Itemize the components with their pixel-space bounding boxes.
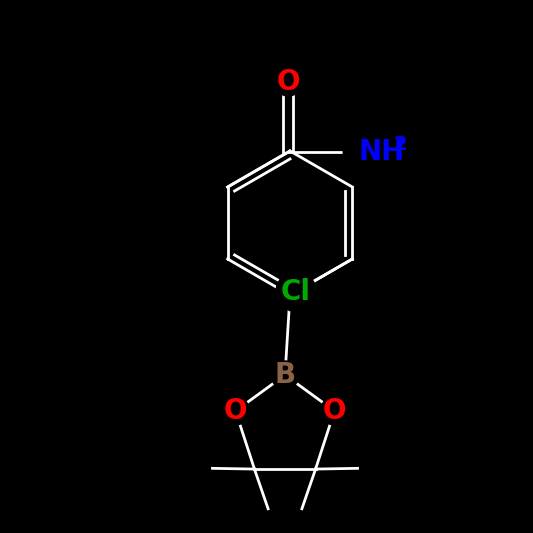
- Text: O: O: [277, 68, 300, 96]
- Circle shape: [276, 271, 316, 311]
- Text: O: O: [322, 397, 346, 425]
- Text: 2: 2: [393, 134, 407, 154]
- Text: Cl: Cl: [281, 278, 311, 305]
- Text: B: B: [274, 361, 296, 389]
- Text: O: O: [224, 397, 247, 425]
- Circle shape: [222, 397, 249, 425]
- Text: NH: NH: [358, 138, 405, 166]
- Circle shape: [274, 68, 302, 96]
- Circle shape: [320, 397, 349, 425]
- Circle shape: [343, 127, 393, 177]
- Circle shape: [271, 361, 299, 389]
